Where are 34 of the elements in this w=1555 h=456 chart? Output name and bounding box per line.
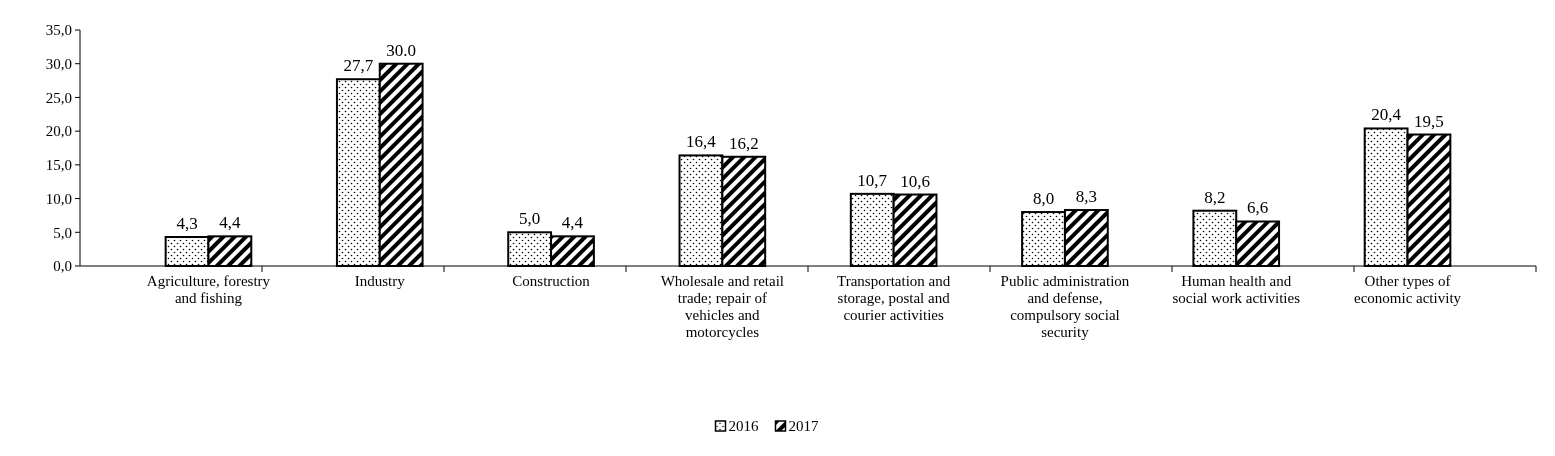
- data-label: 4,4: [219, 213, 242, 233]
- data-label: 27,7: [343, 56, 374, 76]
- data-label: 4,4: [561, 213, 584, 233]
- x-tick-label: Agriculture, forestry and fishing: [146, 273, 271, 306]
- y-tick-label: 0,0: [53, 258, 72, 275]
- data-label: 8,2: [1204, 187, 1226, 207]
- legend-label: 2017: [788, 418, 819, 434]
- x-tick-label: Other types of economic activity: [1354, 273, 1462, 306]
- x-tick-label: Construction: [512, 273, 591, 289]
- data-label: 20,4: [1371, 105, 1402, 125]
- data-label: 6,6: [1247, 198, 1269, 218]
- y-tick-label: 30,0: [45, 55, 72, 72]
- x-tick-label: Human health and social work activities: [1172, 273, 1301, 306]
- data-label: 16,2: [728, 133, 759, 153]
- data-label: 16,4: [686, 132, 717, 152]
- data-label: 8,3: [1075, 187, 1097, 207]
- x-tick-label: Industry: [354, 273, 406, 289]
- y-tick-label: 35,0: [45, 22, 72, 39]
- x-tick-label: Public administration and defense, compulsory social security: [1000, 273, 1130, 340]
- y-tick-label: 15,0: [45, 157, 72, 174]
- data-label: 5,0: [519, 209, 541, 229]
- data-label: 10,7: [857, 170, 888, 190]
- x-tick-label: Transportation and storage, postal and courier activities: [837, 273, 951, 323]
- y-tick-label: 10,0: [45, 190, 72, 207]
- x-tick-label: Wholesale and retail trade; repair of vehicles and motorcycles: [660, 273, 784, 340]
- data-label: 8,0: [1032, 189, 1055, 209]
- data-label: 30.0: [386, 40, 417, 60]
- y-tick-label: 5,0: [53, 224, 72, 241]
- data-label: 10,6: [900, 171, 930, 191]
- y-tick-label: 25,0: [45, 89, 72, 106]
- data-label: 19,5: [1414, 111, 1444, 131]
- data-label: 4,3: [176, 214, 198, 234]
- legend-label: 2016: [728, 418, 759, 434]
- y-tick-label: 20,0: [45, 123, 72, 140]
